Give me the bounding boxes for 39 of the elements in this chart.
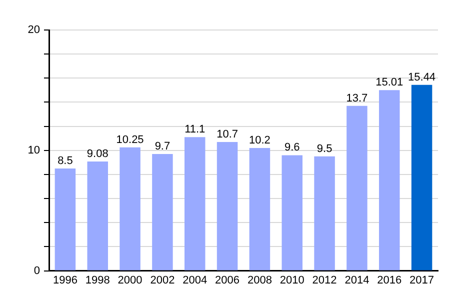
data-label: 10.25 — [116, 134, 144, 146]
data-label: 15.44 — [408, 71, 436, 84]
x-tick-label: 2017 — [410, 274, 434, 286]
bar — [249, 148, 270, 270]
bar — [152, 154, 173, 270]
bar — [216, 142, 238, 270]
x-tick-label: 2008 — [247, 274, 272, 286]
bar — [411, 84, 432, 270]
data-label: 15.01 — [376, 76, 404, 89]
x-tick-label: 2010 — [280, 274, 304, 286]
data-label: 9.7 — [154, 140, 170, 153]
data-label: 11.1 — [184, 124, 206, 136]
data-label: 10.7 — [216, 128, 238, 141]
data-label: 9.5 — [316, 142, 332, 155]
x-tick-label: 1996 — [52, 274, 78, 286]
x-tick-label: 2014 — [344, 274, 370, 286]
x-tick-label: 1998 — [85, 274, 110, 286]
data-label: 13.7 — [346, 92, 368, 104]
data-label: 9.08 — [86, 148, 108, 160]
x-tick-label: 2000 — [118, 274, 142, 286]
data-label: 10.2 — [248, 134, 270, 147]
bar — [346, 106, 368, 270]
bar — [379, 90, 400, 270]
x-tick-label: 2016 — [377, 274, 402, 286]
data-label: 8.5 — [58, 154, 73, 167]
bar — [282, 155, 302, 270]
x-tick-label: 2002 — [150, 274, 175, 286]
bar — [314, 156, 335, 270]
x-tick-label: 2012 — [312, 274, 337, 286]
bar — [54, 168, 76, 270]
x-tick-label: 2004 — [182, 274, 208, 286]
bar — [184, 137, 206, 270]
y-tick-label: 0 — [34, 264, 40, 277]
x-tick-label: 2006 — [215, 274, 240, 286]
bar — [87, 161, 108, 270]
y-tick-label: 10 — [28, 144, 40, 156]
data-label: 9.6 — [284, 142, 300, 154]
bar — [120, 147, 140, 270]
y-tick-label: 20 — [28, 24, 40, 36]
